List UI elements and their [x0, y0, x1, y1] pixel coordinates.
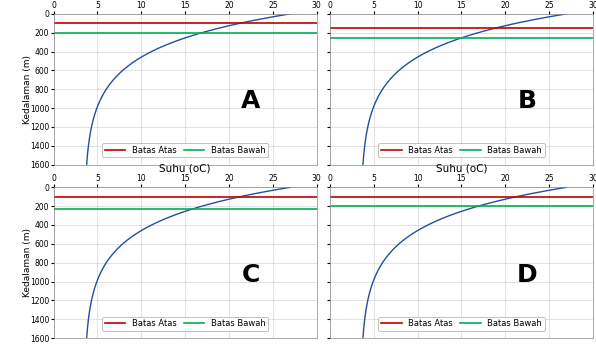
- Legend: Batas Atas, Batas Bawah: Batas Atas, Batas Bawah: [378, 317, 545, 331]
- Batas Bawah: [59, 207, 66, 211]
- Batas Bawah: [59, 31, 66, 35]
- Batas Atas: [59, 195, 66, 199]
- Text: A: A: [241, 89, 260, 113]
- Title: Suhu (oC): Suhu (oC): [436, 163, 487, 173]
- Text: B: B: [518, 89, 537, 113]
- Batas Atas: [335, 195, 342, 199]
- Batas Atas: [327, 195, 334, 199]
- Batas Bawah: [335, 204, 342, 208]
- Y-axis label: Kedalaman (m): Kedalaman (m): [23, 55, 32, 124]
- Batas Bawah: [327, 36, 334, 40]
- Legend: Batas Atas, Batas Bawah: Batas Atas, Batas Bawah: [102, 144, 268, 157]
- Batas Atas: [50, 21, 57, 25]
- Batas Atas: [327, 26, 334, 30]
- Legend: Batas Atas, Batas Bawah: Batas Atas, Batas Bawah: [102, 317, 268, 331]
- Batas Bawah: [335, 36, 342, 40]
- Legend: Batas Atas, Batas Bawah: Batas Atas, Batas Bawah: [378, 144, 545, 157]
- Batas Atas: [50, 195, 57, 199]
- Text: D: D: [517, 263, 538, 287]
- Text: C: C: [242, 263, 260, 287]
- Batas Atas: [59, 21, 66, 25]
- Batas Bawah: [50, 31, 57, 35]
- Y-axis label: Kedalaman (m): Kedalaman (m): [23, 228, 32, 297]
- Batas Atas: [335, 26, 342, 30]
- Batas Bawah: [327, 204, 334, 208]
- Title: Suhu (oC): Suhu (oC): [160, 163, 211, 173]
- Batas Bawah: [50, 207, 57, 211]
